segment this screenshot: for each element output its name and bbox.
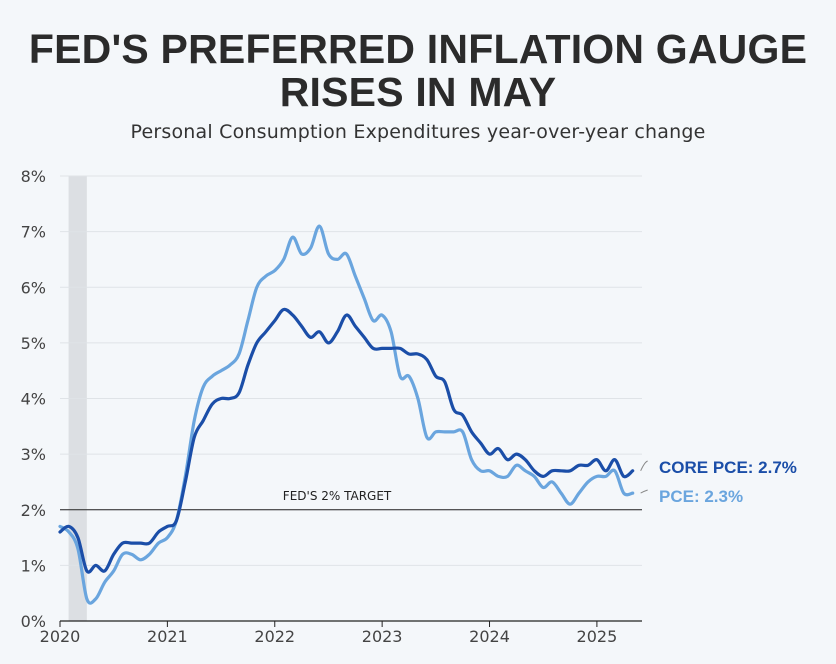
- y-tick-label: 0%: [21, 612, 46, 631]
- x-tick-label: 2025: [577, 627, 618, 646]
- x-tick-label: 2022: [254, 627, 295, 646]
- y-tick-label: 5%: [21, 334, 46, 353]
- y-tick-label: 2%: [21, 501, 46, 520]
- chart-title: FED'S PREFERRED INFLATION GAUGE RISES IN…: [0, 28, 836, 114]
- y-tick-label: 7%: [21, 223, 46, 242]
- series-layer: [58, 224, 635, 605]
- core-pce-line: [58, 307, 635, 574]
- target-line-label: FED'S 2% TARGET: [283, 489, 392, 503]
- y-tick-label: 3%: [21, 445, 46, 464]
- core-pce-end-label: CORE PCE: 2.7%: [659, 458, 797, 477]
- y-axis-tick-labels: 0% 1% 2% 3% 4% 5% 6% 7% 8%: [21, 167, 46, 631]
- core-pce-end-label-leader: [640, 460, 648, 472]
- x-tick-label: 2020: [40, 627, 81, 646]
- end-labels-layer: PCE: 2.3% CORE PCE: 2.7%: [640, 458, 797, 506]
- target-line-layer: FED'S 2% TARGET: [60, 489, 642, 511]
- y-tick-label: 6%: [21, 278, 46, 297]
- y-tick-label: 8%: [21, 167, 46, 186]
- x-tick-label: 2024: [469, 627, 510, 646]
- x-tick-label: 2021: [147, 627, 188, 646]
- chart-subtitle: Personal Consumption Expenditures year-o…: [130, 121, 706, 143]
- y-tick-label: 1%: [21, 556, 46, 575]
- x-axis: 2020 2021 2022 2023 2024 2025: [40, 620, 642, 646]
- chart-title-line-1: FED'S PREFERRED INFLATION GAUGE: [28, 26, 808, 72]
- gridlines: [60, 175, 642, 566]
- pce-line: [58, 224, 635, 605]
- pce-end-label-leader: [640, 489, 648, 494]
- pce-end-label: PCE: 2.3%: [659, 487, 743, 506]
- chart-title-line-2: RISES IN MAY: [279, 69, 557, 115]
- x-tick-label: 2023: [362, 627, 403, 646]
- y-tick-label: 4%: [21, 390, 46, 409]
